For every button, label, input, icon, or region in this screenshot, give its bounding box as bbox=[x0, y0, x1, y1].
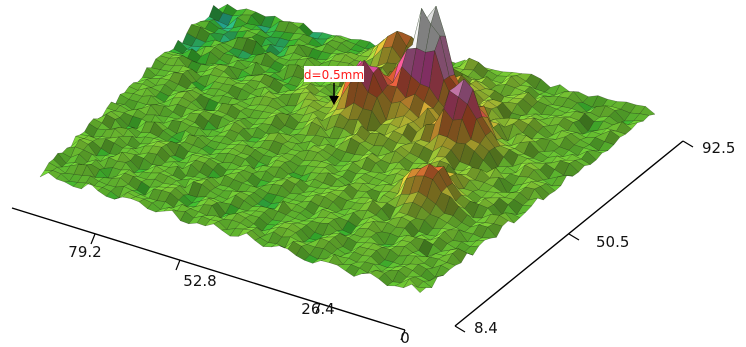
y-axis-line bbox=[454, 140, 684, 327]
x-axis-line bbox=[11, 207, 406, 331]
y-tick-label: 8.4 bbox=[474, 319, 498, 337]
x-axis-tick bbox=[400, 329, 406, 341]
y-axis-tick bbox=[454, 325, 466, 333]
x-tick-label: 52.8 bbox=[183, 272, 216, 290]
x-axis-tick bbox=[315, 302, 321, 314]
y-tick-label: 50.5 bbox=[596, 233, 629, 251]
peak-annotation: d=0.5mm bbox=[304, 66, 364, 105]
surface-facet bbox=[411, 284, 427, 294]
y-axis-tick bbox=[682, 140, 694, 148]
x-axis-tick bbox=[175, 259, 181, 271]
surface-mesh bbox=[39, 3, 656, 294]
y-tick-label: 92.5 bbox=[702, 139, 735, 157]
annotation-arrowhead bbox=[329, 96, 339, 105]
x-tick-label: 26.4 bbox=[301, 300, 334, 318]
y-axis-tick bbox=[568, 233, 580, 241]
annotation-label: d=0.5mm bbox=[304, 68, 364, 82]
x-tick-label: 79.2 bbox=[68, 243, 101, 261]
x-axis-tick bbox=[90, 233, 96, 245]
x-tick-label: 0 bbox=[400, 329, 410, 347]
y-axis: 92.5 50.5 8.4 bbox=[454, 139, 735, 337]
annotation-box bbox=[304, 66, 364, 82]
x-axis: 79.2 52.8 26.4 0 bbox=[11, 207, 410, 347]
